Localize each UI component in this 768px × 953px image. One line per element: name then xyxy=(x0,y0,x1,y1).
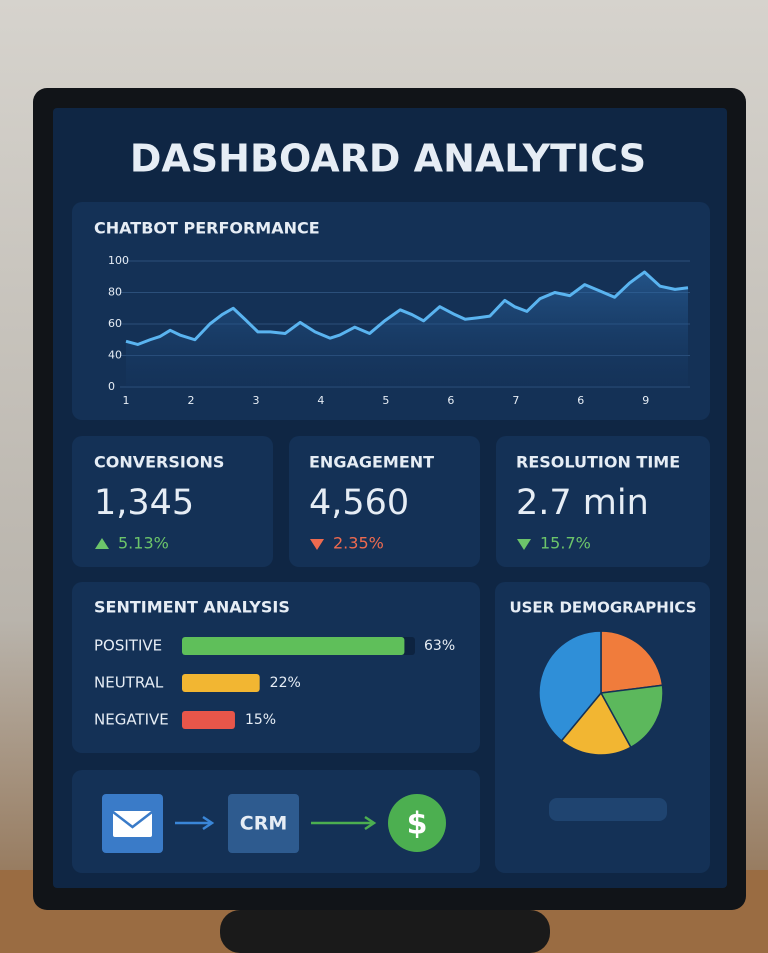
money-circle xyxy=(388,794,446,852)
crm-label: CRM xyxy=(240,813,287,835)
y-tick-label: 100 xyxy=(108,254,129,267)
bar xyxy=(182,637,405,655)
crm-box xyxy=(228,794,299,853)
kpi-arrow xyxy=(517,539,531,550)
y-tick-label: 80 xyxy=(108,286,122,299)
kpi-arrow xyxy=(95,538,109,549)
monitor-stand xyxy=(220,910,550,953)
bar-label: NEUTRAL xyxy=(94,674,164,692)
kpi-change: 15.7% xyxy=(540,534,591,553)
demographics-title: USER DEMOGRAPHICS xyxy=(509,599,696,617)
kpi-name: ENGAGEMENT xyxy=(309,453,434,472)
bar-value-label: 22% xyxy=(270,675,301,691)
bar-label: NEGATIVE xyxy=(94,711,169,729)
x-tick-label: 5 xyxy=(382,394,389,407)
kpi-name: CONVERSIONS xyxy=(94,453,224,472)
flow: CRM $ xyxy=(102,794,446,853)
kpi-name: RESOLUTION TIME xyxy=(516,453,680,472)
bar-value-label: 63% xyxy=(424,638,455,654)
y-tick-label: 40 xyxy=(108,349,122,362)
kpi-value: 2.7 min xyxy=(516,483,649,523)
line xyxy=(125,270,689,346)
envelope xyxy=(113,811,152,837)
pie-slice xyxy=(538,630,602,742)
x-tick-label: 9 xyxy=(642,394,649,407)
envelope-flap xyxy=(112,811,153,829)
kpi-arrow xyxy=(310,539,324,550)
money-label: $ xyxy=(407,807,428,842)
x-tick-label: 7 xyxy=(512,394,519,407)
pie-slice xyxy=(600,630,664,694)
kpi-panel xyxy=(72,436,273,567)
dashboard-title: DASHBOARD ANALYTICS xyxy=(130,137,646,181)
x-tick-label: 4 xyxy=(317,394,324,407)
bar xyxy=(182,711,235,729)
pie-slice xyxy=(560,691,632,756)
flow-arrowhead xyxy=(202,815,215,831)
sentiment-panel xyxy=(72,582,480,753)
x-tick-label: 6 xyxy=(577,394,584,407)
kpi-value: 4,560 xyxy=(309,483,409,523)
kpi-change: 2.35% xyxy=(333,534,384,553)
flow-arrowhead xyxy=(364,815,377,831)
bar-value-label: 15% xyxy=(245,712,276,728)
chart-title: CHATBOT PERFORMANCE xyxy=(94,219,320,238)
placeholder-pill xyxy=(549,798,667,821)
sentiment-title: SENTIMENT ANALYSIS xyxy=(94,598,290,617)
line-area xyxy=(126,272,688,387)
bar-label: POSITIVE xyxy=(94,637,162,655)
kpi-panel xyxy=(289,436,480,567)
kpi-panel xyxy=(496,436,710,567)
y-tick-label: 60 xyxy=(108,317,122,330)
x-tick-label: 3 xyxy=(252,394,259,407)
kpi-change: 5.13% xyxy=(118,534,169,553)
x-tick-label: 1 xyxy=(123,394,130,407)
pie-slice xyxy=(599,684,664,749)
x-tick-label: 6 xyxy=(447,394,454,407)
bar xyxy=(182,674,260,692)
y-tick-label: 0 xyxy=(108,380,115,393)
kpi-value: 1,345 xyxy=(94,483,194,523)
x-tick-label: 2 xyxy=(187,394,194,407)
